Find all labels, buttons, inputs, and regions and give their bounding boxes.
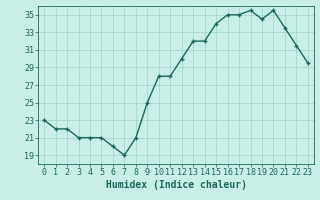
X-axis label: Humidex (Indice chaleur): Humidex (Indice chaleur): [106, 180, 246, 190]
